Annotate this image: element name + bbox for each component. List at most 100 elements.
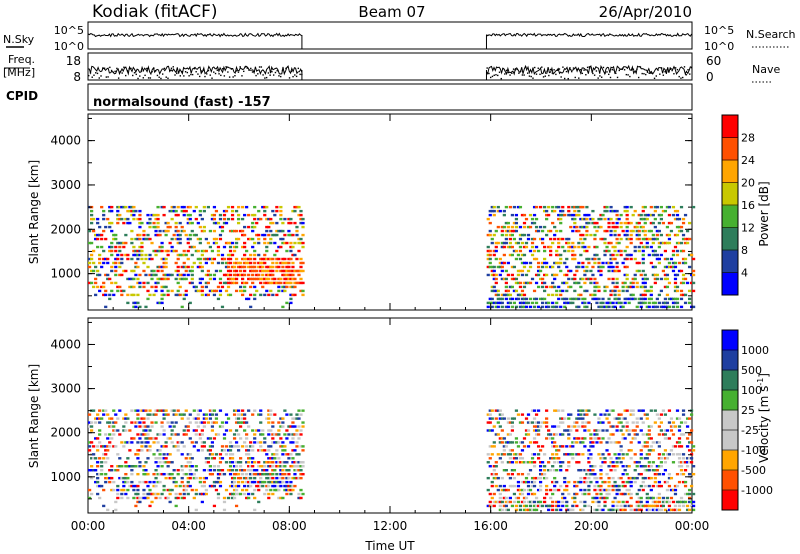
range-cell	[518, 301, 523, 305]
range-cell	[623, 409, 627, 412]
range-cell	[637, 461, 641, 464]
range-cell	[675, 301, 680, 305]
range-cell	[617, 508, 621, 512]
range-cell	[112, 237, 116, 241]
range-cell	[559, 229, 563, 233]
range-cell	[623, 221, 627, 225]
range-cell	[571, 508, 575, 512]
range-cell	[291, 233, 295, 237]
range-cell	[532, 213, 537, 217]
range-cell	[621, 472, 625, 476]
range-cell	[226, 205, 231, 209]
range-cell	[559, 465, 563, 468]
range-cell	[128, 484, 132, 488]
series-dot	[528, 75, 531, 77]
range-cell	[289, 465, 293, 468]
range-cell	[553, 469, 557, 472]
range-cell	[541, 301, 545, 305]
series-dot	[103, 67, 106, 69]
range-cell	[551, 293, 555, 297]
range-cell	[168, 461, 172, 464]
range-cell	[188, 457, 192, 460]
range-cell	[569, 285, 573, 289]
range-cell	[575, 205, 579, 209]
range-cell	[607, 297, 611, 301]
range-cell	[212, 289, 217, 293]
range-cell	[692, 289, 696, 293]
range-cell	[249, 472, 253, 476]
range-cell	[110, 229, 114, 233]
range-cell	[253, 217, 257, 221]
range-cell	[615, 297, 619, 301]
range-cell	[543, 476, 547, 480]
range-cell	[136, 257, 140, 261]
range-cell	[687, 265, 692, 269]
range-cell	[136, 433, 140, 436]
range-cell	[220, 449, 225, 452]
range-cell	[595, 281, 599, 285]
series-dot	[124, 74, 127, 77]
range-cell	[593, 465, 597, 468]
range-cell	[653, 273, 657, 277]
range-cell	[585, 421, 589, 424]
series-dot	[299, 73, 301, 76]
range-cell	[565, 301, 569, 305]
range-cell	[605, 249, 609, 253]
range-cell	[659, 504, 663, 508]
range-cell	[94, 457, 98, 460]
range-cell	[239, 425, 243, 428]
range-cell	[506, 461, 510, 464]
range-cell	[261, 277, 265, 281]
range-cell	[559, 213, 563, 217]
range-cell	[595, 301, 599, 305]
range-cell	[683, 213, 688, 217]
range-cell	[134, 209, 138, 213]
range-cell	[607, 421, 611, 424]
range-cell	[613, 269, 617, 273]
range-cell	[263, 472, 267, 476]
range-cell	[561, 213, 565, 217]
range-cell	[253, 269, 257, 273]
range-cell	[190, 273, 194, 277]
range-cell	[685, 465, 690, 468]
range-cell	[281, 241, 285, 245]
range-cell	[669, 229, 674, 233]
range-cell	[188, 484, 192, 488]
range-cell	[287, 229, 291, 233]
range-cell	[653, 209, 657, 213]
range-cell	[160, 301, 164, 305]
range-cell	[536, 229, 541, 233]
range-cell	[162, 429, 166, 432]
range-cell	[557, 285, 561, 289]
range-cell	[279, 237, 283, 241]
range-cell	[222, 508, 227, 512]
range-cell	[599, 472, 603, 476]
range-cell	[243, 429, 247, 432]
range-cell	[663, 265, 668, 269]
range-cell	[281, 305, 285, 309]
range-cell	[613, 465, 617, 468]
range-cell	[277, 441, 281, 444]
range-cell	[494, 472, 498, 476]
series-dot	[539, 73, 541, 76]
range-cell	[571, 441, 575, 444]
range-cell	[273, 413, 277, 416]
range-cell	[289, 285, 293, 289]
range-cell	[583, 305, 587, 309]
range-cell	[257, 461, 261, 464]
range-cell	[689, 429, 694, 432]
range-cell	[663, 457, 668, 460]
range-cell	[299, 277, 303, 281]
range-cell	[681, 233, 686, 237]
range-cell	[92, 249, 96, 253]
range-cell	[271, 476, 275, 480]
range-cell	[265, 257, 269, 261]
range-cell	[200, 445, 204, 448]
range-cell	[496, 265, 500, 269]
range-cell	[194, 441, 198, 444]
range-cell	[665, 488, 670, 492]
range-cell	[301, 409, 305, 412]
range-cell	[677, 465, 682, 468]
range-cell	[297, 281, 301, 285]
range-cell	[263, 205, 267, 209]
